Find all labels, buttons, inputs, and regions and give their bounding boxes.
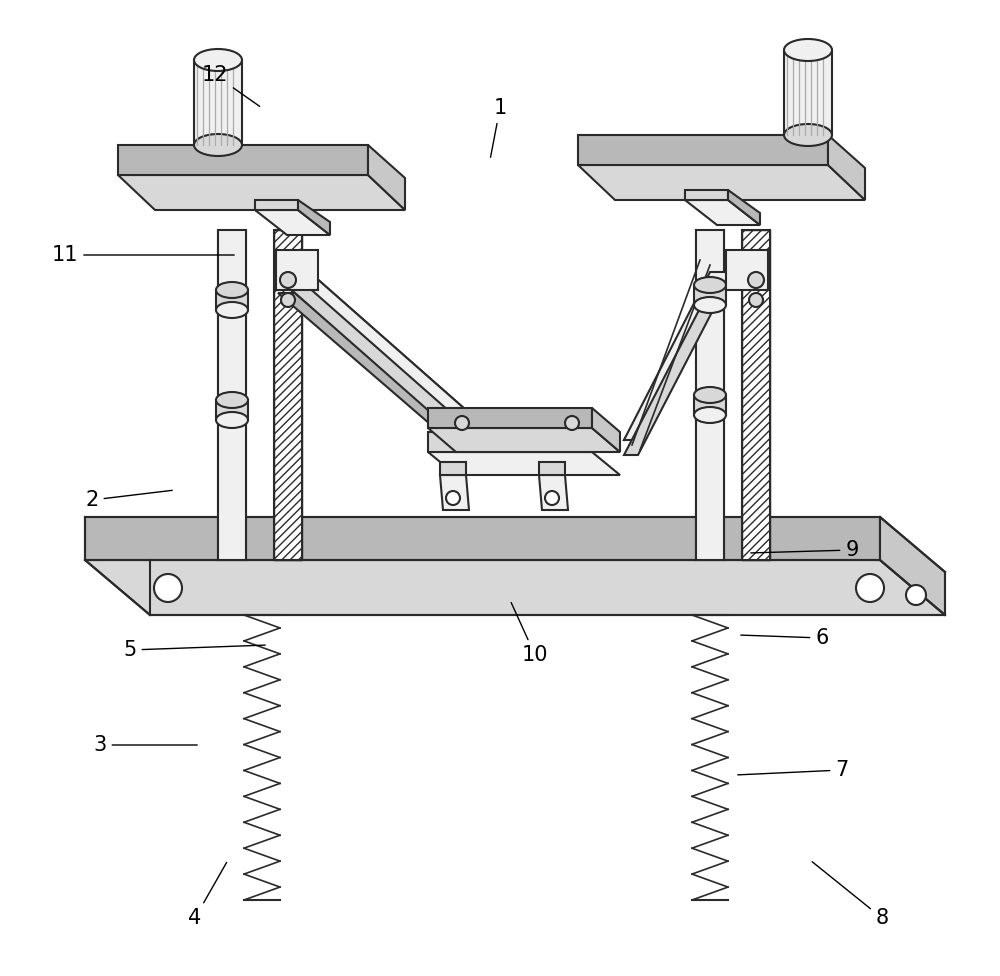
Text: 2: 2 — [85, 490, 172, 510]
Text: 3: 3 — [93, 735, 197, 755]
Polygon shape — [278, 278, 500, 456]
Polygon shape — [255, 200, 298, 210]
Ellipse shape — [694, 297, 726, 313]
Ellipse shape — [216, 302, 248, 318]
Text: 8: 8 — [812, 862, 889, 928]
Polygon shape — [539, 475, 568, 510]
Circle shape — [749, 293, 763, 307]
Polygon shape — [742, 230, 770, 560]
Polygon shape — [218, 230, 246, 560]
Text: 1: 1 — [491, 98, 507, 157]
Circle shape — [856, 574, 884, 602]
Circle shape — [281, 293, 295, 307]
Polygon shape — [276, 250, 318, 290]
Polygon shape — [694, 395, 726, 415]
Polygon shape — [624, 285, 726, 455]
Ellipse shape — [784, 39, 832, 61]
Polygon shape — [728, 190, 760, 225]
Ellipse shape — [694, 277, 726, 293]
Polygon shape — [216, 400, 248, 420]
Text: 4: 4 — [188, 863, 227, 928]
Polygon shape — [118, 175, 405, 210]
Ellipse shape — [694, 387, 726, 403]
Polygon shape — [440, 475, 469, 510]
Ellipse shape — [216, 412, 248, 428]
Text: 6: 6 — [741, 628, 829, 648]
Polygon shape — [85, 560, 945, 615]
Circle shape — [154, 574, 182, 602]
Polygon shape — [278, 293, 498, 468]
Polygon shape — [298, 200, 330, 235]
Polygon shape — [696, 230, 724, 560]
Polygon shape — [592, 408, 620, 452]
Polygon shape — [726, 250, 768, 290]
Polygon shape — [85, 517, 880, 560]
Polygon shape — [428, 452, 620, 475]
Polygon shape — [428, 432, 592, 452]
Text: 10: 10 — [511, 602, 548, 665]
Ellipse shape — [694, 407, 726, 423]
Polygon shape — [194, 60, 242, 145]
Polygon shape — [278, 262, 500, 440]
Polygon shape — [784, 50, 832, 135]
Polygon shape — [685, 190, 728, 200]
Polygon shape — [539, 462, 565, 475]
Polygon shape — [368, 145, 405, 210]
Text: 7: 7 — [738, 760, 849, 780]
Text: 9: 9 — [751, 540, 859, 560]
Circle shape — [545, 491, 559, 505]
Polygon shape — [828, 135, 865, 200]
Polygon shape — [685, 200, 760, 225]
Circle shape — [455, 416, 469, 430]
Polygon shape — [216, 290, 248, 310]
Polygon shape — [880, 517, 945, 615]
Polygon shape — [428, 428, 620, 452]
Text: 11: 11 — [52, 245, 234, 265]
Text: 5: 5 — [123, 640, 265, 660]
Ellipse shape — [784, 124, 832, 146]
Ellipse shape — [216, 282, 248, 298]
Ellipse shape — [194, 49, 242, 71]
Circle shape — [446, 491, 460, 505]
Circle shape — [565, 416, 579, 430]
Ellipse shape — [216, 392, 248, 408]
Polygon shape — [440, 462, 466, 475]
Ellipse shape — [194, 134, 242, 156]
Circle shape — [748, 272, 764, 288]
Circle shape — [280, 272, 296, 288]
Polygon shape — [274, 230, 302, 560]
Polygon shape — [578, 135, 828, 165]
Polygon shape — [694, 285, 726, 305]
Circle shape — [906, 585, 926, 605]
Polygon shape — [118, 145, 368, 175]
Polygon shape — [255, 210, 330, 235]
Polygon shape — [624, 272, 730, 440]
Polygon shape — [578, 165, 865, 200]
Polygon shape — [428, 408, 592, 428]
Text: 12: 12 — [202, 65, 260, 106]
